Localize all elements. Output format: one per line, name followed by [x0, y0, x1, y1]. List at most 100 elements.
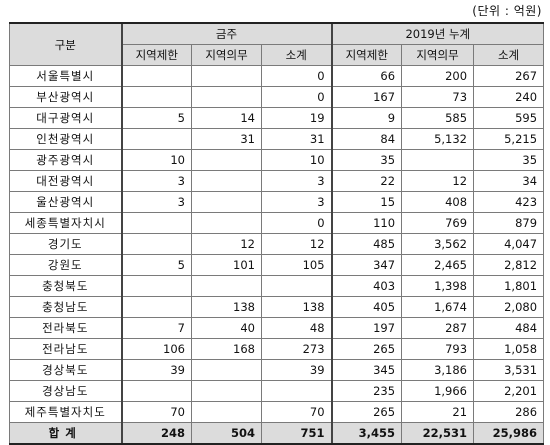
table-row: 인천광역시 31 31 84 5,132 5,215	[9, 128, 545, 150]
table-row: 강원도 5 101 105 347 2,465 2,812	[9, 254, 545, 276]
table-row: 경상북도 39 39 345 3,186 3,531	[9, 359, 545, 381]
value-cell	[120, 212, 192, 234]
value-cell: 3	[120, 191, 192, 213]
table-row: 전라북도 7 40 48 197 287 484	[9, 317, 545, 339]
value-cell	[191, 86, 262, 108]
value-cell: 70	[260, 401, 333, 423]
table-row: 제주특별자치도 70 70 265 21 286	[9, 401, 545, 423]
region-name: 서울특별시	[9, 65, 122, 87]
value-cell: 403	[330, 275, 403, 297]
value-cell: 35	[473, 149, 545, 171]
value-cell: 267	[473, 65, 545, 87]
value-cell: 66	[330, 65, 403, 87]
value-cell: 0	[260, 65, 333, 87]
value-cell: 345	[330, 359, 403, 381]
value-cell: 3	[120, 170, 192, 192]
value-cell: 70	[120, 401, 192, 423]
value-cell: 31	[260, 128, 333, 150]
value-cell	[191, 170, 262, 192]
value-cell: 200	[401, 65, 475, 87]
value-cell	[120, 296, 192, 318]
table-row: 전라남도 106 168 273 265 793 1,058	[9, 338, 545, 360]
value-cell: 138	[260, 296, 333, 318]
table-row: 부산광역시 0 167 73 240	[9, 86, 545, 108]
region-name: 충청북도	[9, 275, 122, 297]
value-cell: 110	[330, 212, 403, 234]
value-cell: 235	[330, 380, 403, 402]
group-header-ytd: 2019년 누계	[330, 22, 545, 45]
value-cell: 3,531	[473, 359, 545, 381]
value-cell: 1,398	[401, 275, 475, 297]
region-name: 충청남도	[9, 296, 122, 318]
value-cell: 12	[260, 233, 333, 255]
value-cell: 84	[330, 128, 403, 150]
value-cell: 34	[473, 170, 545, 192]
sub-header: 지역의무	[191, 44, 262, 66]
value-cell: 3,562	[401, 233, 475, 255]
value-cell: 2,080	[473, 296, 545, 318]
value-cell: 1,674	[401, 296, 475, 318]
row-label-header: 구분	[9, 22, 122, 66]
value-cell: 585	[401, 107, 475, 129]
value-cell: 73	[401, 86, 475, 108]
value-cell: 2,465	[401, 254, 475, 276]
value-cell: 2,201	[473, 380, 545, 402]
value-cell: 12	[191, 233, 262, 255]
value-cell: 9	[330, 107, 403, 129]
value-cell	[191, 380, 262, 402]
table-row: 서울특별시 0 66 200 267	[9, 65, 545, 87]
value-cell: 3,186	[401, 359, 475, 381]
table-row: 충청남도 138 138 405 1,674 2,080	[9, 296, 545, 318]
value-cell	[191, 275, 262, 297]
value-cell: 101	[191, 254, 262, 276]
sub-header: 지역의무	[401, 44, 475, 66]
value-cell: 484	[473, 317, 545, 339]
value-cell: 879	[473, 212, 545, 234]
value-cell: 273	[260, 338, 333, 360]
value-cell	[260, 380, 333, 402]
value-cell: 19	[260, 107, 333, 129]
value-cell	[191, 401, 262, 423]
value-cell: 39	[260, 359, 333, 381]
value-cell: 1,058	[473, 338, 545, 360]
total-row: 합계 248 504 751 3,455 22,531 25,986	[9, 422, 545, 445]
value-cell: 167	[330, 86, 403, 108]
value-cell: 5	[120, 107, 192, 129]
table-row: 충청북도 403 1,398 1,801	[9, 275, 545, 297]
table-row: 광주광역시 10 10 35 35	[9, 149, 545, 171]
value-cell	[401, 149, 475, 171]
region-name: 광주광역시	[9, 149, 122, 171]
unit-label: (단위 : 억원)	[472, 4, 542, 18]
value-cell: 286	[473, 401, 545, 423]
value-cell: 0	[260, 212, 333, 234]
table-row: 경기도 12 12 485 3,562 4,047	[9, 233, 545, 255]
value-cell: 7	[120, 317, 192, 339]
value-cell	[191, 65, 262, 87]
value-cell: 106	[120, 338, 192, 360]
region-name: 경상북도	[9, 359, 122, 381]
table-row: 세종특별자치시 0 110 769 879	[9, 212, 545, 234]
value-cell: 751	[260, 422, 333, 445]
value-cell	[120, 233, 192, 255]
value-cell	[191, 149, 262, 171]
value-cell	[120, 380, 192, 402]
sub-header: 지역제한	[330, 44, 403, 66]
region-name: 인천광역시	[9, 128, 122, 150]
value-cell: 1,801	[473, 275, 545, 297]
region-name: 강원도	[9, 254, 122, 276]
table-row: 울산광역시 3 3 15 408 423	[9, 191, 545, 213]
value-cell: 1,966	[401, 380, 475, 402]
value-cell: 5	[120, 254, 192, 276]
value-cell: 35	[330, 149, 403, 171]
value-cell	[191, 212, 262, 234]
value-cell: 15	[330, 191, 403, 213]
value-cell: 769	[401, 212, 475, 234]
value-cell: 21	[401, 401, 475, 423]
value-cell: 265	[330, 338, 403, 360]
value-cell	[191, 359, 262, 381]
value-cell	[120, 128, 192, 150]
value-cell: 3	[260, 170, 333, 192]
table-row: 대구광역시 5 14 19 9 585 595	[9, 107, 545, 129]
value-cell: 22,531	[401, 422, 475, 445]
value-cell: 3,455	[330, 422, 403, 445]
